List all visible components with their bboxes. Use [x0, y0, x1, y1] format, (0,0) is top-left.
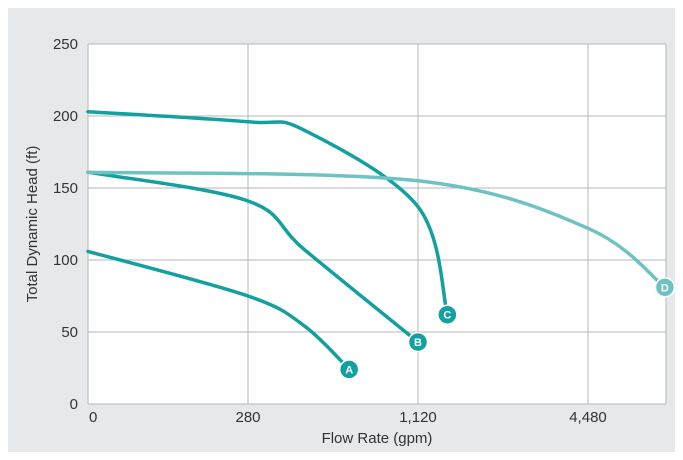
series-line-b — [86, 170, 420, 344]
series-line-c — [86, 109, 450, 317]
series-markers: A B C D — [338, 277, 675, 380]
y-tick-label: 150 — [53, 180, 78, 197]
marker-dot — [654, 277, 675, 298]
series-line-a — [86, 249, 351, 372]
marker-dot — [338, 359, 360, 380]
series-lines — [86, 109, 667, 372]
series-marker-b: B — [407, 331, 429, 353]
x-tick-label: 4,480 — [569, 409, 607, 426]
x-tick-label: 1,120 — [399, 409, 437, 426]
x-axis-label: Flow Rate (gpm) — [322, 430, 433, 447]
series-name-label: A — [345, 364, 353, 376]
chart-panel: 0 50 100 150 200 250 0 280 1,120 4,480 A B C D Flow … — [8, 8, 675, 452]
y-tick-label: 250 — [53, 36, 78, 53]
plot-area — [88, 44, 666, 404]
series-marker-d: D — [654, 277, 675, 298]
series-marker-a: A — [338, 359, 360, 380]
y-tick-label: 50 — [61, 324, 78, 341]
series-marker-c: C — [437, 304, 458, 325]
series-name-label: D — [661, 282, 669, 294]
grid — [87, 43, 667, 405]
series-line-d — [86, 170, 667, 290]
marker-dot — [407, 331, 429, 353]
y-tick-label: 0 — [70, 396, 78, 413]
y-axis-label: Total Dynamic Head (ft) — [24, 146, 41, 303]
y-tick-label: 200 — [53, 108, 78, 125]
series-name-label: B — [414, 337, 422, 349]
y-tick-label: 100 — [53, 252, 78, 269]
tick-labels: 0 50 100 150 200 250 0 280 1,120 4,480 — [53, 36, 607, 426]
x-tick-label: 280 — [235, 409, 260, 426]
marker-dot — [437, 304, 458, 325]
series-name-label: C — [443, 310, 451, 322]
pump-curve-chart: 0 50 100 150 200 250 0 280 1,120 4,480 A B C D Flow … — [24, 36, 675, 447]
x-tick-label: 0 — [89, 409, 97, 426]
